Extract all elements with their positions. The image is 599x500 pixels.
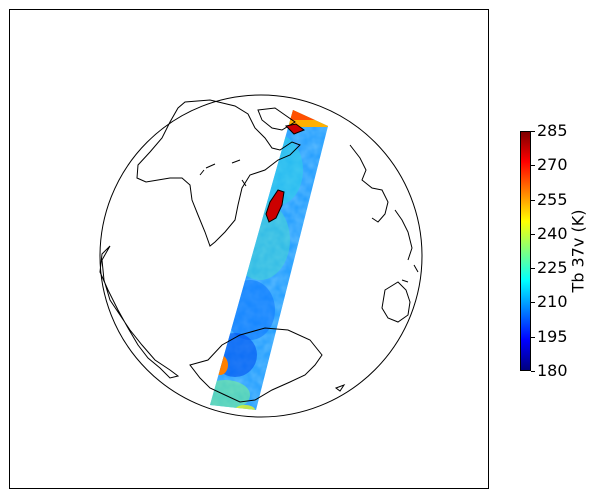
small-islands [199,159,247,187]
colorbar-ticks: 180 195 210 225 240 255 270 285 [531,123,591,379]
colorbar-tick-label: 255 [537,189,568,209]
colorbar-tick-mark [531,199,535,201]
colorbar-tick-label: 240 [537,223,568,243]
colorbar-tick-mark [531,336,535,338]
map-frame [9,9,489,489]
colorbar-tick-label: 270 [537,155,568,175]
colorbar [520,131,531,371]
map-svg [99,94,423,418]
colorbar-tick-mark [531,165,535,167]
australia-coastline [381,281,411,323]
colorbar-tick-mark [531,371,535,372]
colorbar-tick-label: 225 [537,258,568,278]
antarctica-coastline [189,327,323,403]
antarctic-island [334,383,346,392]
colorbar-tick-mark [531,131,535,132]
south-america-coastline [99,245,180,379]
satellite-swath [210,110,328,410]
india-coastline [349,144,389,223]
indonesia-islands [394,209,419,283]
colorbar-tick-label: 210 [537,292,568,312]
colorbar-tick-mark [531,268,535,270]
globe-limb [99,94,423,418]
madagascar [265,189,285,223]
africa-coastline [136,99,301,247]
colorbar-tick-mark [531,233,535,235]
colorbar-tick-label: 195 [537,326,568,346]
colorbar-label: Tb 37v (K) [568,209,588,293]
colorbar-tick-label: 285 [537,121,568,140]
colorbar-tick-label: 180 [537,361,568,380]
colorbar-tick-mark [531,302,535,304]
island-north [284,123,306,135]
